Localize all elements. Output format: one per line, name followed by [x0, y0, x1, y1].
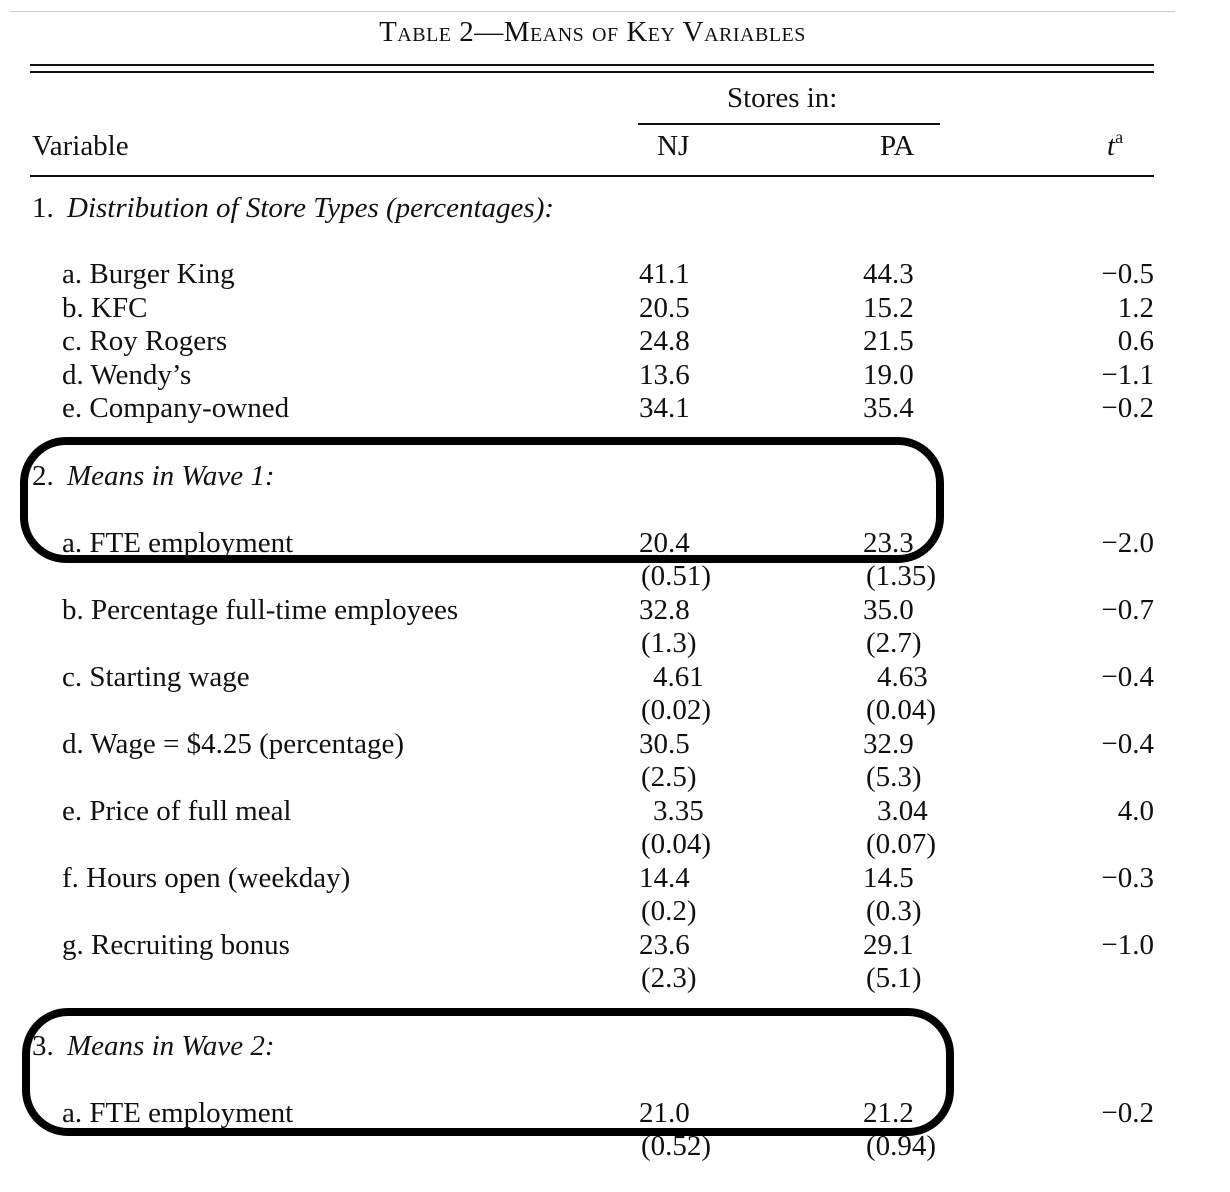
table-cell-t: 0.6	[1117, 325, 1154, 357]
table-row-label: b. Percentage full-time employees	[62, 594, 459, 626]
top-hairline	[10, 11, 1175, 12]
table-cell-t: −0.4	[1101, 661, 1154, 693]
table-cell-pa-se: (1.35)	[866, 560, 937, 592]
table-cell-nj: 21.0	[639, 1097, 690, 1129]
table-cell-nj-se: (2.3)	[641, 962, 697, 994]
table-cell-pa: 32.9	[863, 728, 914, 760]
table-cell-pa: 29.1	[863, 929, 914, 961]
column-header-t-superscript: a	[1115, 127, 1124, 147]
table-cell-pa: 21.5	[863, 325, 914, 357]
table-cell-pa-se: (0.3)	[866, 895, 922, 927]
section-2-title: Means in Wave 1:	[67, 460, 275, 492]
column-header-pa: PA	[880, 130, 915, 162]
table-row-label: a. FTE employment	[62, 527, 294, 559]
table-cell-t: −0.2	[1101, 392, 1154, 424]
table-row-label: a. Burger King	[62, 258, 235, 290]
table-cell-nj-se: (0.51)	[641, 560, 712, 592]
table-row-label: d. Wendy’s	[62, 359, 192, 391]
highlight-box-wave2	[22, 1008, 954, 1136]
table-cell-t: −0.4	[1101, 728, 1154, 760]
table-cell-pa: 44.3	[863, 258, 914, 290]
table-cell-pa: 14.5	[863, 862, 914, 894]
table-row-label: c. Roy Rogers	[62, 325, 228, 357]
table-cell-pa-se: (0.07)	[866, 828, 937, 860]
section-1-title: Distribution of Store Types (percentages…	[67, 192, 555, 224]
table-cell-nj: 20.5	[639, 292, 690, 324]
header-rule	[30, 175, 1154, 177]
table-cell-nj: 34.1	[639, 392, 690, 424]
table-cell-t: −2.0	[1101, 527, 1154, 559]
highlight-box-wave1	[20, 437, 944, 563]
section-1-heading: 1. Distribution of Store Types (percenta…	[32, 194, 554, 223]
column-header-t: ta	[1107, 127, 1124, 162]
table-cell-pa-se: (0.94)	[866, 1130, 937, 1162]
group-underline	[638, 123, 940, 125]
table-cell-pa-se: (5.1)	[866, 962, 922, 994]
section-3-title: Means in Wave 2:	[67, 1030, 275, 1062]
table-row-label: e. Price of full meal	[62, 795, 292, 827]
table-row-label: f. Hours open (weekday)	[62, 862, 351, 894]
table-cell-pa: 23.3	[863, 527, 914, 559]
table-cell-nj-se: (0.52)	[641, 1130, 712, 1162]
table-cell-t: 1.2	[1117, 292, 1154, 324]
double-rule-bottom	[30, 71, 1154, 73]
table-cell-pa: 35.4	[863, 392, 914, 424]
table-cell-nj: 14.4	[639, 862, 690, 894]
table-cell-nj-se: (1.3)	[641, 627, 697, 659]
table-cell-t: −1.0	[1101, 929, 1154, 961]
table-cell-nj: 3.35	[653, 795, 704, 827]
column-header-variable: Variable	[32, 130, 129, 162]
table-cell-pa-se: (0.04)	[866, 694, 937, 726]
table-cell-pa-se: (5.3)	[866, 761, 922, 793]
table-cell-t: −0.3	[1101, 862, 1154, 894]
table-cell-t: −0.5	[1101, 258, 1154, 290]
group-header: Stores in:	[727, 82, 838, 114]
table-cell-t: −0.7	[1101, 594, 1154, 626]
section-2-heading: 2. Means in Wave 1:	[32, 462, 275, 491]
table-cell-nj: 41.1	[639, 258, 690, 290]
table-cell-nj: 4.61	[653, 661, 704, 693]
table-cell-pa: 4.63	[877, 661, 928, 693]
table-cell-nj-se: (0.2)	[641, 895, 697, 927]
table-cell-nj-se: (0.04)	[641, 828, 712, 860]
table-cell-pa: 15.2	[863, 292, 914, 324]
table-row-label: a. FTE employment	[62, 1097, 294, 1129]
table-cell-pa-se: (2.7)	[866, 627, 922, 659]
table-cell-nj-se: (2.5)	[641, 761, 697, 793]
double-rule-top	[30, 64, 1154, 66]
table-cell-pa: 3.04	[877, 795, 928, 827]
table-cell-pa: 35.0	[863, 594, 914, 626]
table-row-label: e. Company-owned	[62, 392, 290, 424]
table-cell-t: −0.2	[1101, 1097, 1154, 1129]
table-cell-nj: 13.6	[639, 359, 690, 391]
section-1-number: 1.	[32, 192, 54, 224]
table-cell-nj: 24.8	[639, 325, 690, 357]
table-cell-pa: 21.2	[863, 1097, 914, 1129]
table-row-label: b. KFC	[62, 292, 148, 324]
table-cell-nj: 32.8	[639, 594, 690, 626]
table-cell-nj: 30.5	[639, 728, 690, 760]
table-row-label: d. Wage = $4.25 (percentage)	[62, 728, 405, 760]
table-cell-nj: 20.4	[639, 527, 690, 559]
table-cell-pa: 19.0	[863, 359, 914, 391]
table-cell-nj-se: (0.02)	[641, 694, 712, 726]
table-cell-nj: 23.6	[639, 929, 690, 961]
table-cell-t: −1.1	[1101, 359, 1154, 391]
table-cell-t: 4.0	[1117, 795, 1154, 827]
table-title: Table 2—Means of Key Variables	[379, 16, 806, 48]
column-header-nj: NJ	[657, 130, 690, 162]
table-row-label: g. Recruiting bonus	[62, 929, 290, 961]
table-row-label: c. Starting wage	[62, 661, 250, 693]
